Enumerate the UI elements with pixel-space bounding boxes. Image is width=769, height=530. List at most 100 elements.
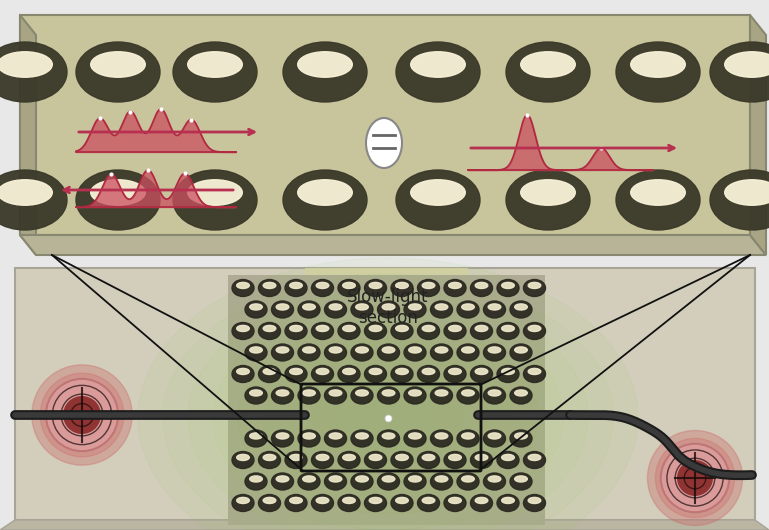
Ellipse shape: [173, 42, 257, 102]
Ellipse shape: [276, 304, 289, 310]
Ellipse shape: [501, 454, 514, 461]
Ellipse shape: [510, 473, 532, 490]
Ellipse shape: [298, 52, 352, 77]
Polygon shape: [0, 520, 769, 530]
Ellipse shape: [457, 473, 479, 490]
Ellipse shape: [57, 390, 107, 440]
Ellipse shape: [298, 180, 352, 205]
Ellipse shape: [343, 497, 355, 504]
Ellipse shape: [237, 325, 249, 331]
Ellipse shape: [422, 282, 434, 288]
Ellipse shape: [365, 322, 387, 340]
Ellipse shape: [245, 430, 267, 447]
Ellipse shape: [471, 366, 492, 383]
Ellipse shape: [378, 387, 400, 404]
Ellipse shape: [679, 462, 711, 494]
Ellipse shape: [369, 325, 382, 331]
Ellipse shape: [444, 322, 466, 340]
Ellipse shape: [316, 325, 329, 331]
Ellipse shape: [290, 497, 302, 504]
Ellipse shape: [250, 476, 262, 482]
Ellipse shape: [32, 365, 132, 465]
Ellipse shape: [497, 279, 519, 296]
Ellipse shape: [671, 454, 719, 502]
Ellipse shape: [488, 390, 501, 396]
Ellipse shape: [237, 368, 249, 375]
Ellipse shape: [448, 497, 461, 504]
Ellipse shape: [245, 387, 267, 404]
Ellipse shape: [435, 304, 448, 310]
Ellipse shape: [418, 494, 440, 511]
Ellipse shape: [0, 180, 52, 205]
Ellipse shape: [422, 497, 434, 504]
Ellipse shape: [475, 282, 488, 288]
Ellipse shape: [258, 279, 281, 296]
Ellipse shape: [283, 42, 367, 102]
Ellipse shape: [311, 452, 334, 469]
Ellipse shape: [173, 170, 257, 230]
Ellipse shape: [404, 473, 426, 490]
Ellipse shape: [431, 344, 452, 361]
Ellipse shape: [329, 476, 342, 482]
Ellipse shape: [484, 344, 505, 361]
Ellipse shape: [497, 494, 519, 511]
Ellipse shape: [457, 344, 479, 361]
Ellipse shape: [258, 452, 281, 469]
Polygon shape: [20, 15, 36, 255]
Ellipse shape: [338, 322, 360, 340]
Polygon shape: [20, 235, 766, 255]
Ellipse shape: [329, 390, 342, 396]
Ellipse shape: [471, 452, 492, 469]
Ellipse shape: [356, 347, 368, 353]
Ellipse shape: [338, 452, 360, 469]
Ellipse shape: [245, 473, 267, 490]
Ellipse shape: [271, 430, 294, 447]
Ellipse shape: [501, 282, 514, 288]
Ellipse shape: [271, 473, 294, 490]
Ellipse shape: [396, 170, 480, 230]
Ellipse shape: [457, 301, 479, 318]
Ellipse shape: [271, 344, 294, 361]
Ellipse shape: [276, 390, 289, 396]
Ellipse shape: [0, 170, 67, 230]
Ellipse shape: [488, 304, 501, 310]
FancyBboxPatch shape: [305, 268, 468, 520]
Ellipse shape: [365, 494, 387, 511]
Ellipse shape: [408, 476, 421, 482]
Ellipse shape: [396, 42, 480, 102]
Ellipse shape: [448, 325, 461, 331]
Ellipse shape: [378, 344, 400, 361]
Ellipse shape: [76, 42, 160, 102]
Ellipse shape: [245, 344, 267, 361]
Ellipse shape: [298, 301, 320, 318]
Ellipse shape: [524, 322, 545, 340]
Ellipse shape: [378, 430, 400, 447]
Ellipse shape: [484, 430, 505, 447]
Ellipse shape: [188, 180, 242, 205]
Ellipse shape: [298, 473, 320, 490]
Ellipse shape: [647, 430, 743, 526]
Ellipse shape: [457, 430, 479, 447]
Ellipse shape: [382, 347, 394, 353]
Ellipse shape: [298, 430, 320, 447]
Ellipse shape: [338, 494, 360, 511]
Ellipse shape: [510, 430, 532, 447]
Ellipse shape: [285, 452, 307, 469]
Ellipse shape: [232, 452, 254, 469]
Ellipse shape: [514, 347, 528, 353]
Ellipse shape: [245, 301, 267, 318]
Ellipse shape: [677, 460, 713, 496]
Ellipse shape: [484, 387, 505, 404]
Ellipse shape: [616, 42, 700, 102]
Ellipse shape: [369, 454, 382, 461]
Ellipse shape: [329, 347, 342, 353]
Ellipse shape: [351, 473, 373, 490]
Ellipse shape: [514, 476, 528, 482]
Ellipse shape: [444, 494, 466, 511]
Ellipse shape: [343, 368, 355, 375]
Ellipse shape: [290, 454, 302, 461]
Ellipse shape: [488, 433, 501, 439]
Polygon shape: [750, 15, 766, 255]
Ellipse shape: [488, 347, 501, 353]
Ellipse shape: [510, 387, 532, 404]
